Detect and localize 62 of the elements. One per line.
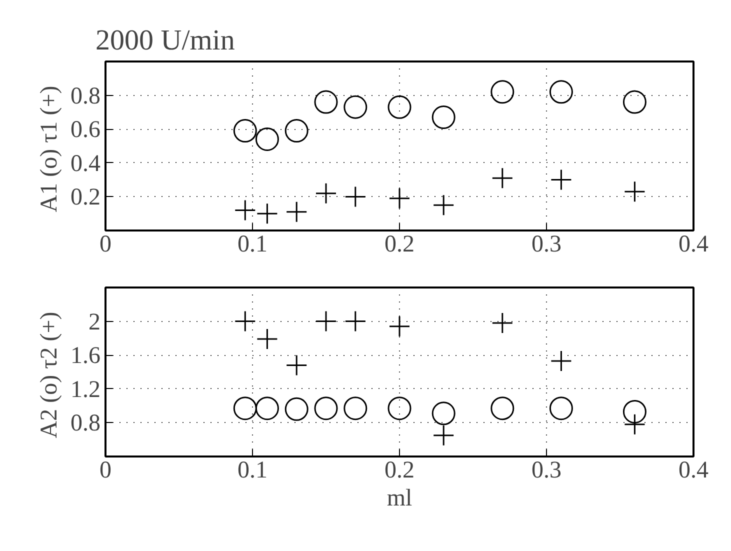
- point: [622, 400, 646, 424]
- point: [492, 312, 514, 334]
- x-tick-label: 0.1: [238, 458, 268, 484]
- y-axis-title: A1 (o) τ1 (+): [36, 86, 62, 212]
- point: [490, 396, 514, 420]
- point: [315, 310, 337, 332]
- point: [286, 201, 308, 223]
- x-tick-label: 0.1: [238, 232, 268, 258]
- point: [549, 80, 573, 104]
- y-tick-label: 0.4: [70, 150, 100, 177]
- point: [256, 328, 278, 350]
- y-tick-label: 0.6: [70, 117, 100, 144]
- point: [284, 397, 308, 421]
- point: [432, 106, 456, 129]
- point: [315, 182, 337, 204]
- point: [624, 180, 646, 202]
- point: [234, 310, 256, 332]
- x-tick-label: 0.2: [384, 458, 414, 484]
- chart-title: 2000 U/min: [96, 24, 236, 56]
- point: [344, 95, 368, 119]
- point: [284, 119, 308, 143]
- x-tick-label: 0.3: [532, 232, 562, 258]
- y-tick-label: 1.2: [70, 376, 100, 403]
- point: [256, 202, 278, 224]
- point: [314, 396, 338, 420]
- y-tick-label: 2: [88, 309, 100, 336]
- point: [622, 90, 646, 114]
- point: [550, 350, 572, 372]
- point: [492, 167, 514, 189]
- point: [432, 402, 456, 426]
- x-tick-label: 0.2: [384, 232, 414, 258]
- y-tick-label: 1.6: [70, 343, 100, 370]
- point: [549, 396, 573, 420]
- point: [344, 310, 366, 332]
- x-tick-label: 0.4: [678, 232, 708, 258]
- y-tick-label: 0.8: [70, 410, 100, 437]
- point: [344, 396, 368, 420]
- point: [550, 169, 572, 191]
- point: [388, 188, 410, 210]
- point: [388, 95, 412, 119]
- point: [233, 119, 257, 143]
- point: [624, 414, 646, 436]
- point: [490, 80, 514, 104]
- y-tick-label: 0.8: [70, 83, 100, 110]
- x-tick-label: 0.4: [678, 458, 708, 484]
- point: [432, 424, 454, 446]
- point: [286, 354, 308, 376]
- point: [233, 396, 257, 420]
- y-tick-label: 0.2: [70, 184, 100, 211]
- x-tick-label: 0: [100, 458, 112, 484]
- point: [255, 396, 279, 420]
- x-tick-label: 0: [100, 232, 112, 258]
- point: [388, 396, 412, 420]
- point: [432, 194, 454, 216]
- point: [255, 128, 279, 151]
- y-axis-title: A2 (o) τ2 (+): [36, 312, 62, 438]
- point: [234, 199, 256, 221]
- x-axis-title: ml: [386, 486, 412, 512]
- x-tick-label: 0.3: [532, 458, 562, 484]
- point: [314, 90, 338, 114]
- point: [388, 316, 410, 338]
- point: [344, 186, 366, 208]
